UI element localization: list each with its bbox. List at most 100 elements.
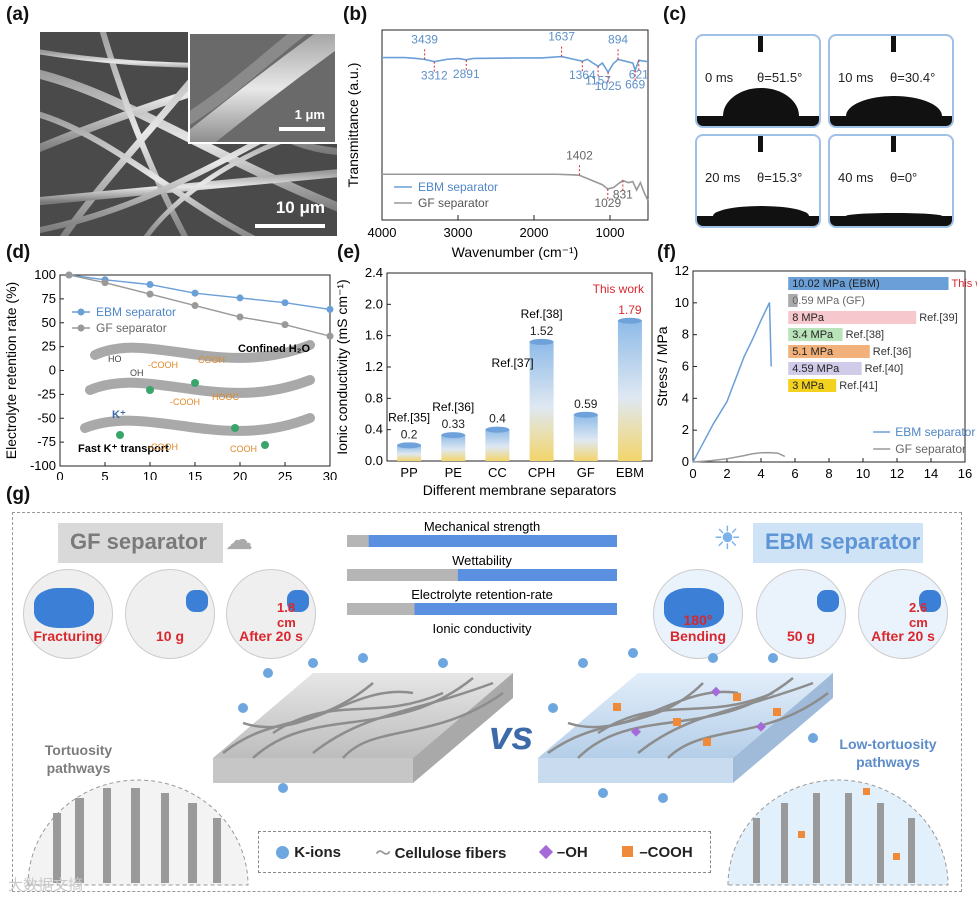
x-tick-label: EBM	[616, 465, 644, 480]
x-tick-label: PP	[400, 465, 417, 480]
comparison-value: 10.02 MPa (EBM)	[792, 278, 879, 290]
legend-marker	[77, 324, 85, 332]
y-tick-label: 2	[682, 422, 689, 437]
confined-water-label: Confined H₂O	[238, 343, 311, 355]
value-label: 0.59	[574, 397, 598, 411]
legend-label: EBM separator	[895, 425, 975, 439]
x-tick-label: 30	[323, 469, 337, 480]
k-ion-drops	[238, 648, 818, 803]
ref-label: Ref.[38]	[521, 307, 563, 321]
x-axis-label: Wavenumber (cm⁻¹)	[452, 244, 579, 260]
fiber-ribbon	[85, 375, 315, 398]
series-line	[692, 302, 772, 463]
glove-shape	[34, 588, 94, 628]
fiber-ribbon	[80, 413, 315, 436]
data-point	[191, 302, 199, 310]
legend-label: EBM separator	[96, 305, 176, 319]
legend-label: GF separator	[418, 196, 489, 210]
y-tick-label: 2.0	[365, 296, 383, 311]
comparison-value: 5.1 MPa	[792, 346, 834, 358]
x-tick-label: PE	[445, 465, 463, 480]
this-work-label: This work	[593, 282, 645, 296]
photo-label: 50 g	[786, 628, 815, 644]
panel-label-e: (e)	[337, 242, 361, 263]
photo-label: After 20 s	[871, 628, 935, 644]
x-tick-label: 10	[856, 466, 870, 481]
data-point	[281, 321, 289, 329]
gf-title: GF separator	[70, 529, 207, 554]
panel-c: (c) 0 ms θ=51.5° 10 ms θ=30.4° 20 ms θ=1…	[660, 0, 977, 240]
x-tick-label: 6	[791, 466, 798, 481]
y-tick-label: 1.6	[365, 328, 383, 343]
peak-label: 3439	[411, 32, 438, 46]
substrate	[830, 216, 952, 226]
y-tick-label: -50	[37, 410, 56, 425]
ebm-membrane	[538, 673, 833, 783]
plot-frame	[381, 29, 649, 221]
gf-bar	[347, 603, 415, 615]
peak-label: 894	[608, 32, 628, 46]
y-axis-label: Electrolyte retention rate (%)	[3, 282, 19, 459]
comparison-value: 4.59 MPa	[792, 363, 840, 375]
glove-shape	[287, 590, 309, 612]
k-ion-legend: K-ions	[276, 844, 341, 861]
data-point	[236, 313, 244, 321]
ftir-chart: 4000 3000 2000 1000 Wavenumber (cm⁻¹) Transmi…	[345, 29, 649, 260]
bar-cap	[573, 411, 598, 418]
cooh-icon	[622, 845, 634, 857]
photo-label: After 20 s	[239, 628, 303, 644]
x-tick-label: 10	[143, 469, 157, 480]
panel-label-c: (c)	[663, 4, 687, 25]
fast-transport-label: Fast K⁺ transport	[78, 443, 169, 455]
substrate	[697, 116, 819, 126]
panel-label-d: (d)	[6, 242, 31, 263]
bar-cap	[529, 338, 554, 345]
x-axis-label: Strain / %	[799, 482, 860, 485]
needle	[758, 36, 763, 52]
ebm-bar	[414, 603, 617, 615]
y-tick-label: 0.0	[365, 453, 383, 468]
panel-d: (d) 0510152025301007550250-25-50-75-100D…	[0, 240, 340, 480]
peak-label: 1637	[548, 30, 575, 44]
photo-circle: Fracturing	[23, 569, 113, 659]
ebm-bar	[368, 535, 617, 547]
fiber-ribbon	[90, 340, 315, 363]
photo-label: 10 g	[155, 628, 184, 644]
comparison-ref: Ref.[38]	[846, 329, 885, 341]
bar-cap	[397, 442, 422, 449]
comparison-bar	[788, 328, 843, 341]
photo-circle: 10 g	[125, 569, 215, 659]
comparison-bar	[788, 311, 917, 324]
y-tick-label: -75	[37, 434, 56, 449]
comparison-ref: Ref.[40]	[865, 363, 904, 375]
inset-scale-label: 1 μm	[294, 107, 325, 122]
data-point	[326, 305, 334, 313]
x-tick-label: 0	[56, 469, 63, 480]
panel-label-f: (f)	[657, 242, 676, 263]
membrane-schematic: vs	[27, 648, 949, 886]
photo-circle: After 20 s 2.6 cm	[858, 569, 948, 659]
contact-frame: 40 ms θ=0°	[828, 134, 954, 228]
value-label: 0.33	[442, 417, 466, 431]
y-tick-label: 2.4	[365, 265, 383, 280]
main-scale-label: 10 μm	[275, 198, 325, 217]
low-tortuosity-label: Low-tortuosity pathways	[839, 736, 937, 770]
peak-label: 1025	[595, 79, 622, 93]
wicking-height: 1.8 cm	[277, 600, 296, 630]
y-tick-label: 0	[682, 454, 689, 469]
comparison-value: 3 MPa	[792, 380, 825, 392]
legend-label: EBM separator	[418, 180, 498, 194]
y-tick-label: 50	[42, 315, 56, 330]
comparison-bar	[788, 362, 862, 375]
vs-label: vs	[489, 714, 534, 758]
y-tick-label: 4	[682, 390, 689, 405]
frame-angle: θ=30.4°	[890, 70, 936, 85]
peak-label: 831	[613, 188, 633, 202]
panel-b: (b) 4000 3000 2000 1000 Wavenumber (cm⁻¹) Tra…	[340, 0, 660, 262]
value-label: 0.2	[401, 427, 418, 441]
conductivity-chart: 0.0 0.4 0.8 1.2 1.6 2.0 2.4 Different membrane …	[334, 265, 653, 498]
ebm-bar	[457, 569, 617, 581]
group-label: -COOH	[148, 360, 178, 370]
bar-cap	[617, 317, 642, 324]
x-tick-label: 20	[233, 469, 247, 480]
